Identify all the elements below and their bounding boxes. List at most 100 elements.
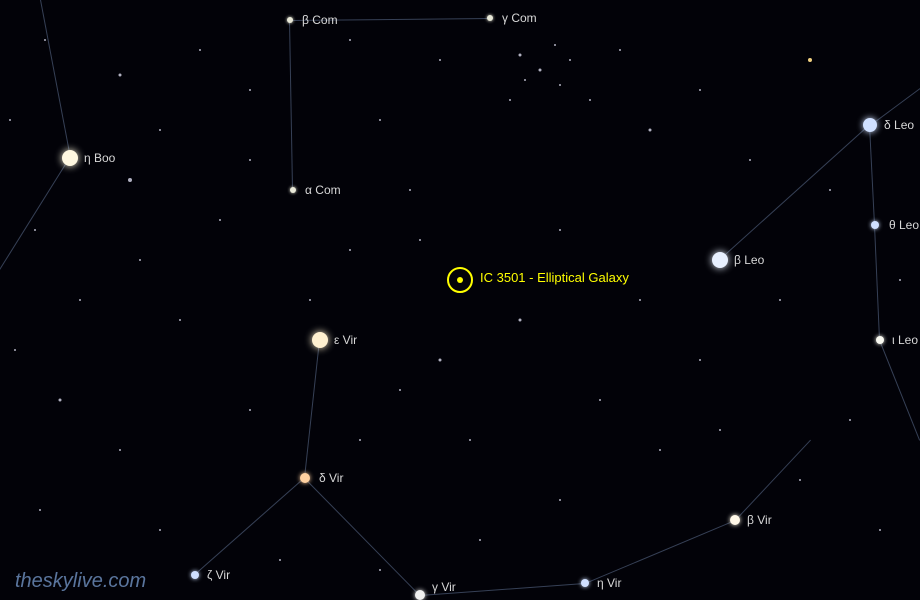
background-star (349, 39, 351, 41)
star-label-gamma-com: γ Com (502, 11, 537, 25)
background-star (119, 74, 122, 77)
star-beta-leo (712, 252, 728, 268)
background-star (589, 99, 591, 101)
background-star (524, 79, 526, 81)
constellation-line (289, 20, 293, 190)
constellation-line (585, 520, 735, 584)
constellation-line (0, 157, 70, 270)
background-star (879, 529, 881, 531)
background-star (699, 359, 701, 361)
background-star (39, 509, 41, 511)
star-gamma-vir (415, 590, 425, 600)
background-star (409, 189, 411, 191)
background-star (128, 178, 132, 182)
background-star (849, 419, 851, 421)
background-star (719, 429, 721, 431)
background-star (799, 479, 801, 481)
constellation-line (304, 478, 420, 596)
background-star (619, 49, 621, 51)
background-star (479, 539, 481, 541)
background-star (309, 299, 311, 301)
background-star (59, 399, 62, 402)
constellation-line (879, 340, 920, 440)
watermark: theskylive.com (15, 570, 146, 593)
background-star (379, 119, 381, 121)
star-label-epsilon-vir: ε Vir (334, 333, 357, 347)
background-star (659, 449, 661, 451)
background-star (808, 58, 812, 62)
background-star (559, 229, 561, 231)
background-star (899, 279, 901, 281)
background-star (14, 349, 16, 351)
background-star (399, 389, 401, 391)
background-star (159, 129, 161, 131)
background-star (699, 89, 701, 91)
background-star (639, 299, 641, 301)
background-star (419, 239, 421, 241)
constellation-line (194, 477, 305, 575)
star-label-beta-vir: β Vir (747, 513, 772, 527)
background-star (34, 229, 36, 231)
constellation-line (304, 340, 320, 478)
background-star (44, 39, 46, 41)
star-label-zeta-vir: ζ Vir (207, 568, 230, 582)
star-label-delta-vir: δ Vir (319, 471, 343, 485)
background-star (569, 59, 571, 61)
background-star (439, 359, 442, 362)
star-label-eta-vir: η Vir (597, 576, 621, 590)
constellation-line (719, 124, 870, 260)
background-star (379, 569, 381, 571)
star-label-beta-leo: β Leo (734, 253, 764, 267)
background-star (199, 49, 201, 51)
star-eta-boo (62, 150, 78, 166)
star-iota-leo (876, 336, 884, 344)
background-star (349, 249, 351, 251)
star-delta-leo (863, 118, 877, 132)
background-star (119, 449, 121, 451)
background-star (359, 439, 361, 441)
background-star (249, 159, 251, 161)
constellation-line (874, 225, 880, 340)
background-star (519, 319, 522, 322)
star-zeta-vir (191, 571, 199, 579)
star-label-eta-boo: η Boo (84, 151, 115, 165)
background-star (779, 299, 781, 301)
target-label: IC 3501 - Elliptical Galaxy (480, 270, 629, 285)
star-eta-vir (581, 579, 589, 587)
background-star (179, 319, 181, 321)
star-label-beta-com: β Com (302, 13, 338, 27)
background-star (599, 399, 601, 401)
background-star (139, 259, 141, 261)
constellation-line (40, 0, 71, 158)
star-label-alpha-com: α Com (305, 183, 341, 197)
background-star (559, 499, 561, 501)
star-beta-vir (730, 515, 740, 525)
background-star (9, 119, 11, 121)
background-star (509, 99, 511, 101)
constellation-line (869, 125, 875, 225)
star-alpha-com (290, 187, 296, 193)
background-star (439, 59, 441, 61)
background-star (279, 559, 281, 561)
background-star (559, 84, 561, 86)
star-label-delta-leo: δ Leo (884, 118, 914, 132)
background-star (539, 69, 542, 72)
background-star (469, 439, 471, 441)
star-gamma-com (487, 15, 493, 21)
star-epsilon-vir (312, 332, 328, 348)
background-star (554, 44, 556, 46)
background-star (649, 129, 652, 132)
background-star (249, 409, 251, 411)
background-star (79, 299, 81, 301)
background-star (249, 89, 251, 91)
background-star (159, 529, 161, 531)
star-theta-leo (871, 221, 879, 229)
background-star (829, 189, 831, 191)
star-delta-vir (300, 473, 310, 483)
star-label-theta-leo: θ Leo (889, 218, 919, 232)
star-beta-com (287, 17, 293, 23)
background-star (219, 219, 221, 221)
star-label-iota-leo: ι Leo (892, 333, 918, 347)
background-star (749, 159, 751, 161)
background-star (519, 54, 522, 57)
